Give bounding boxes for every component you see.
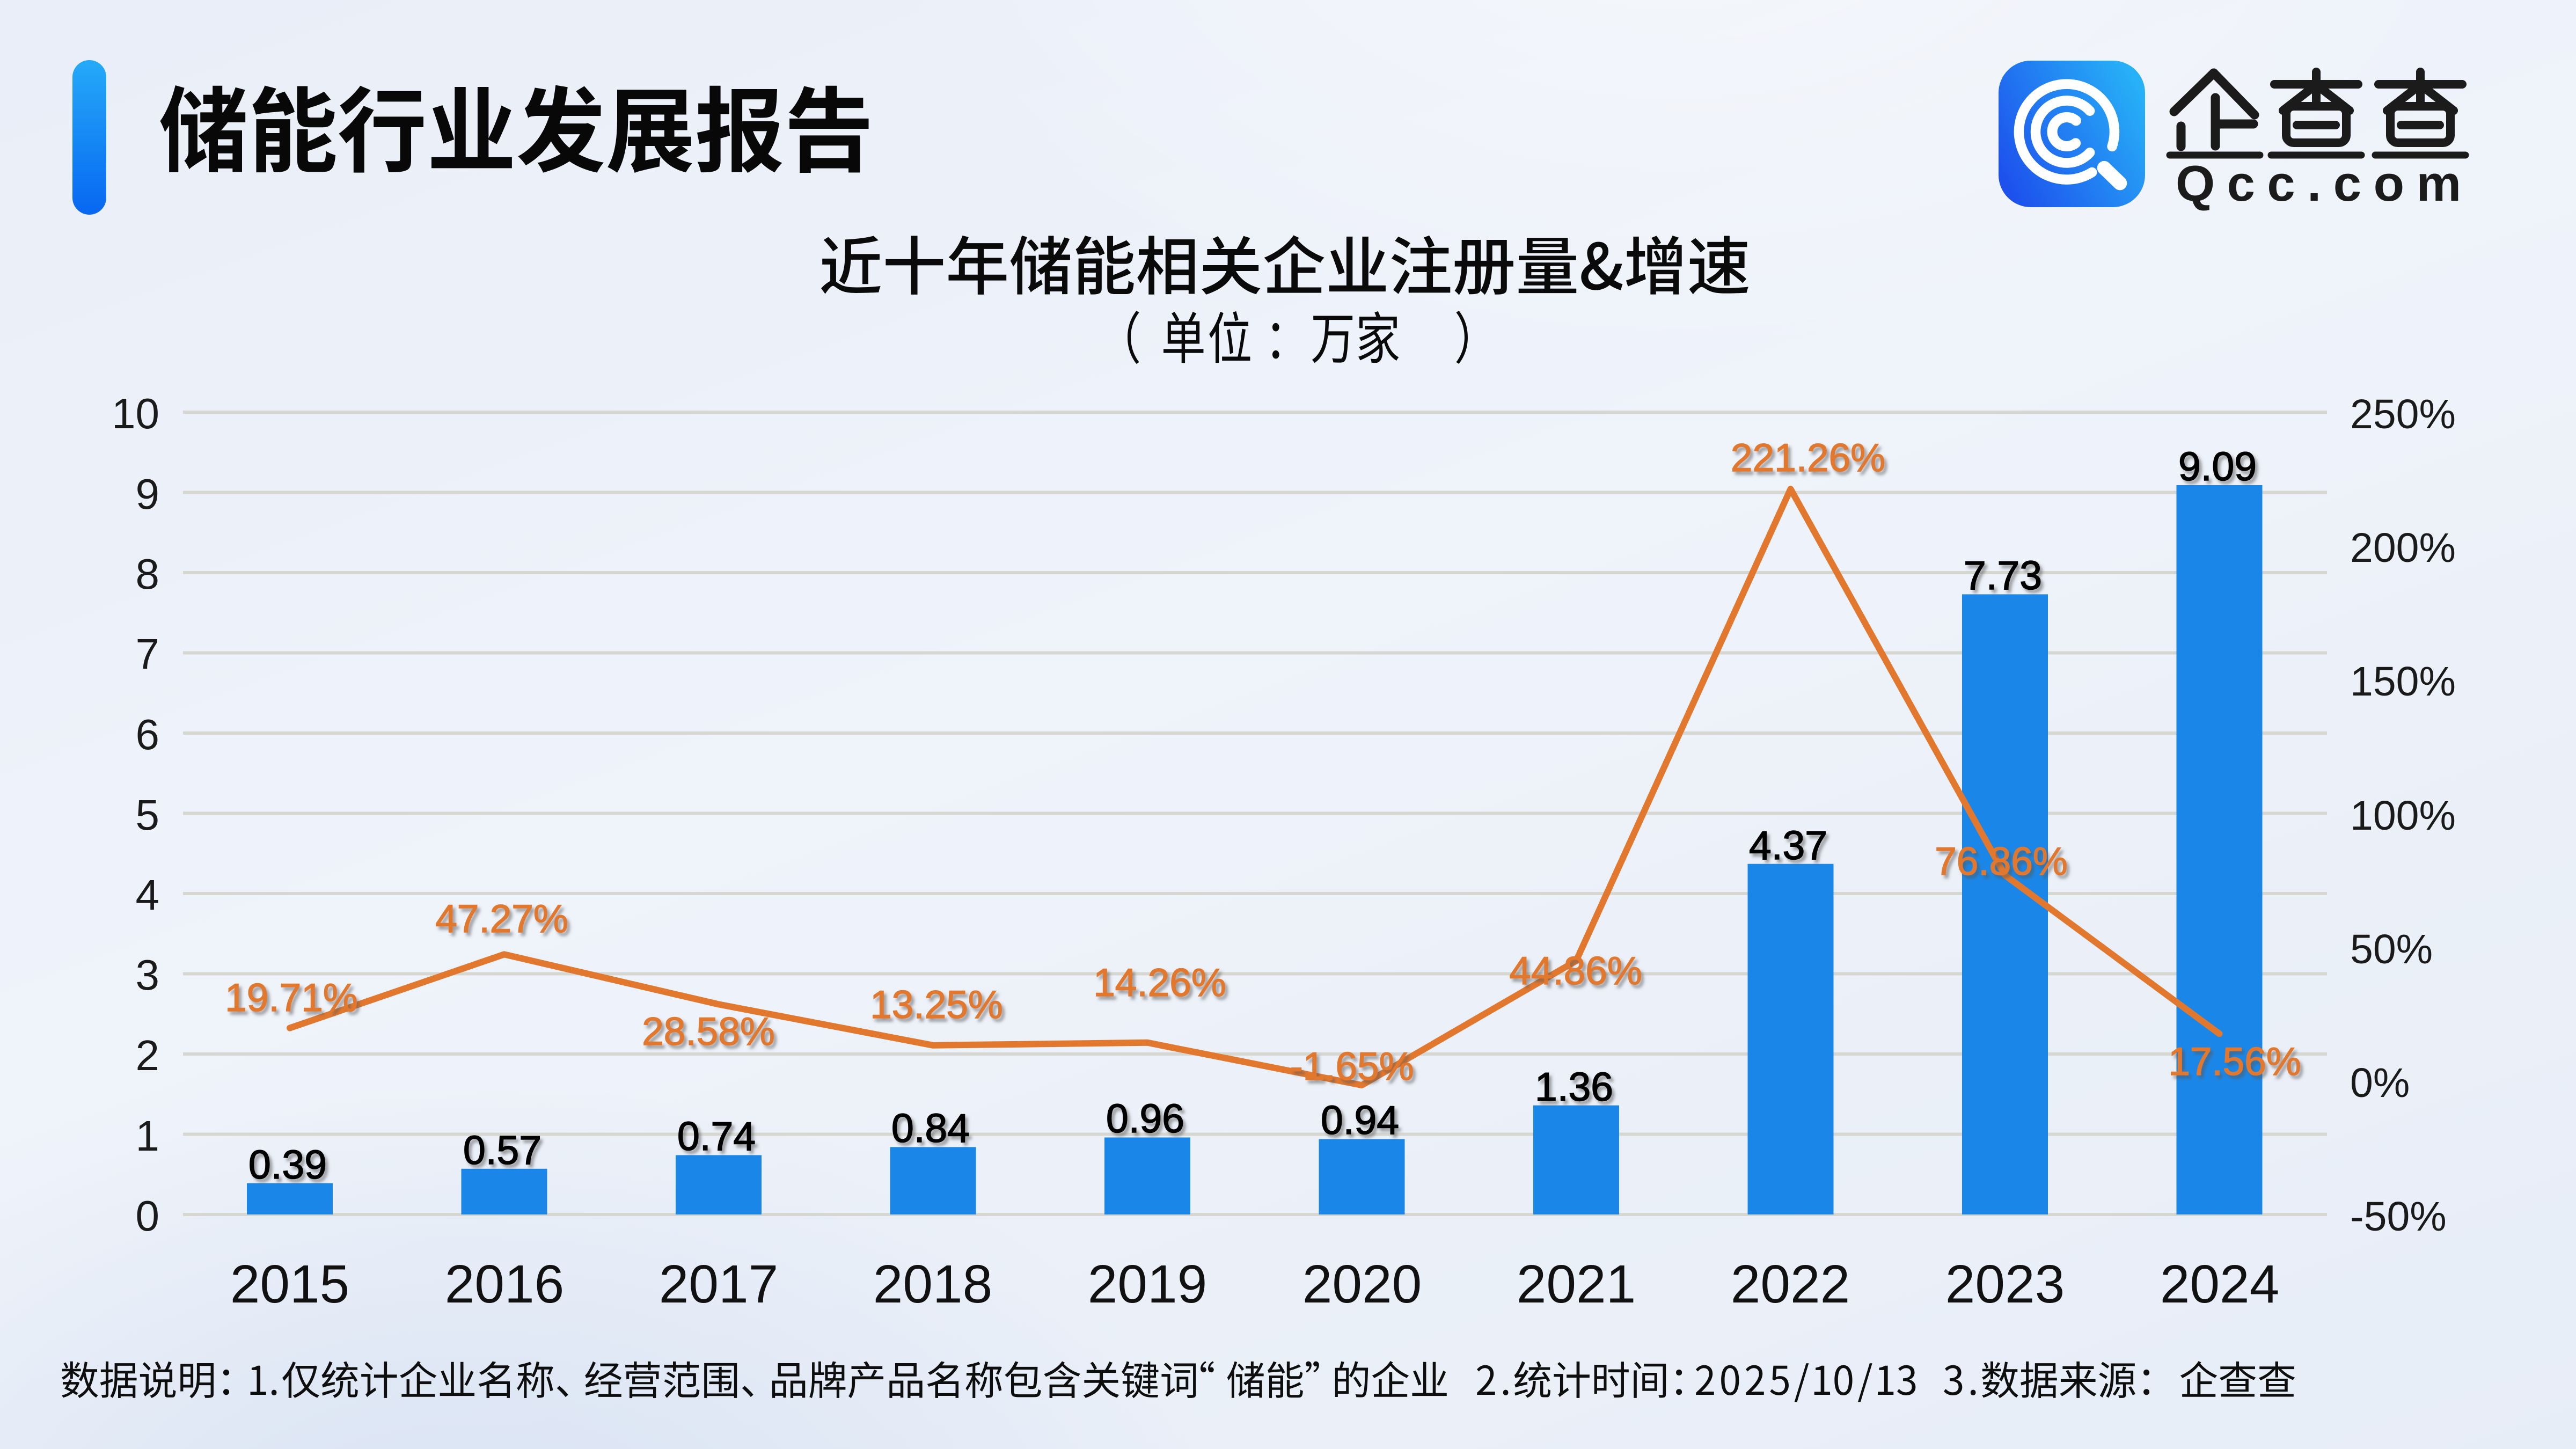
svg-text:0.74: 0.74	[677, 1114, 756, 1159]
svg-text:-50%: -50%	[2350, 1194, 2447, 1240]
svg-text:8: 8	[136, 550, 160, 598]
svg-text:9: 9	[136, 470, 160, 518]
svg-text:5: 5	[136, 791, 160, 839]
svg-text:13.25%: 13.25%	[870, 983, 1003, 1027]
svg-text:44.86%: 44.86%	[1509, 949, 1642, 993]
svg-text:250%: 250%	[2350, 391, 2456, 437]
svg-text:76.86%: 76.86%	[1935, 840, 2068, 883]
svg-text:0: 0	[136, 1192, 160, 1240]
svg-text:0.39: 0.39	[248, 1142, 327, 1187]
svg-text:19.71%: 19.71%	[225, 976, 358, 1020]
svg-text:4.37: 4.37	[1749, 823, 1827, 868]
svg-text:0.96: 0.96	[1106, 1096, 1184, 1141]
svg-text:150%: 150%	[2350, 658, 2456, 705]
svg-text:2015: 2015	[230, 1254, 349, 1314]
svg-text:1.36: 1.36	[1535, 1064, 1613, 1109]
svg-text:0%: 0%	[2350, 1060, 2410, 1106]
svg-text:6: 6	[136, 711, 160, 758]
svg-text:3: 3	[136, 951, 160, 999]
svg-text:200%: 200%	[2350, 525, 2456, 571]
svg-text:7: 7	[136, 630, 160, 678]
svg-text:2022: 2022	[1731, 1254, 1850, 1314]
svg-text:4: 4	[136, 871, 160, 919]
svg-text:2017: 2017	[659, 1254, 778, 1314]
svg-text:7.73: 7.73	[1964, 553, 2042, 598]
svg-text:1: 1	[136, 1112, 160, 1160]
svg-text:100%: 100%	[2350, 793, 2456, 839]
svg-text:2: 2	[136, 1031, 160, 1079]
svg-text:14.26%: 14.26%	[1093, 961, 1226, 1005]
svg-text:2024: 2024	[2160, 1254, 2279, 1314]
svg-text:Qcc.com: Qcc.com	[2176, 155, 2473, 211]
svg-text:2020: 2020	[1302, 1254, 1422, 1314]
svg-text:50%: 50%	[2350, 926, 2433, 972]
svg-text:10: 10	[112, 390, 159, 437]
svg-text:17.56%: 17.56%	[2168, 1040, 2301, 1084]
svg-text:221.26%: 221.26%	[1731, 436, 1885, 480]
svg-text:2021: 2021	[1517, 1254, 1636, 1314]
svg-text:47.27%: 47.27%	[435, 897, 568, 941]
svg-text:2018: 2018	[873, 1254, 992, 1314]
svg-text:2016: 2016	[445, 1254, 564, 1314]
svg-text:2019: 2019	[1088, 1254, 1207, 1314]
svg-text:28.58%: 28.58%	[642, 1010, 775, 1053]
svg-text:2023: 2023	[1945, 1254, 2065, 1314]
svg-text:0.57: 0.57	[463, 1128, 541, 1173]
svg-text:9.09: 9.09	[2178, 444, 2257, 489]
svg-text:0.84: 0.84	[891, 1106, 970, 1151]
svg-text:0.94: 0.94	[1321, 1097, 1399, 1143]
svg-text:-1.65%: -1.65%	[1290, 1045, 1414, 1088]
